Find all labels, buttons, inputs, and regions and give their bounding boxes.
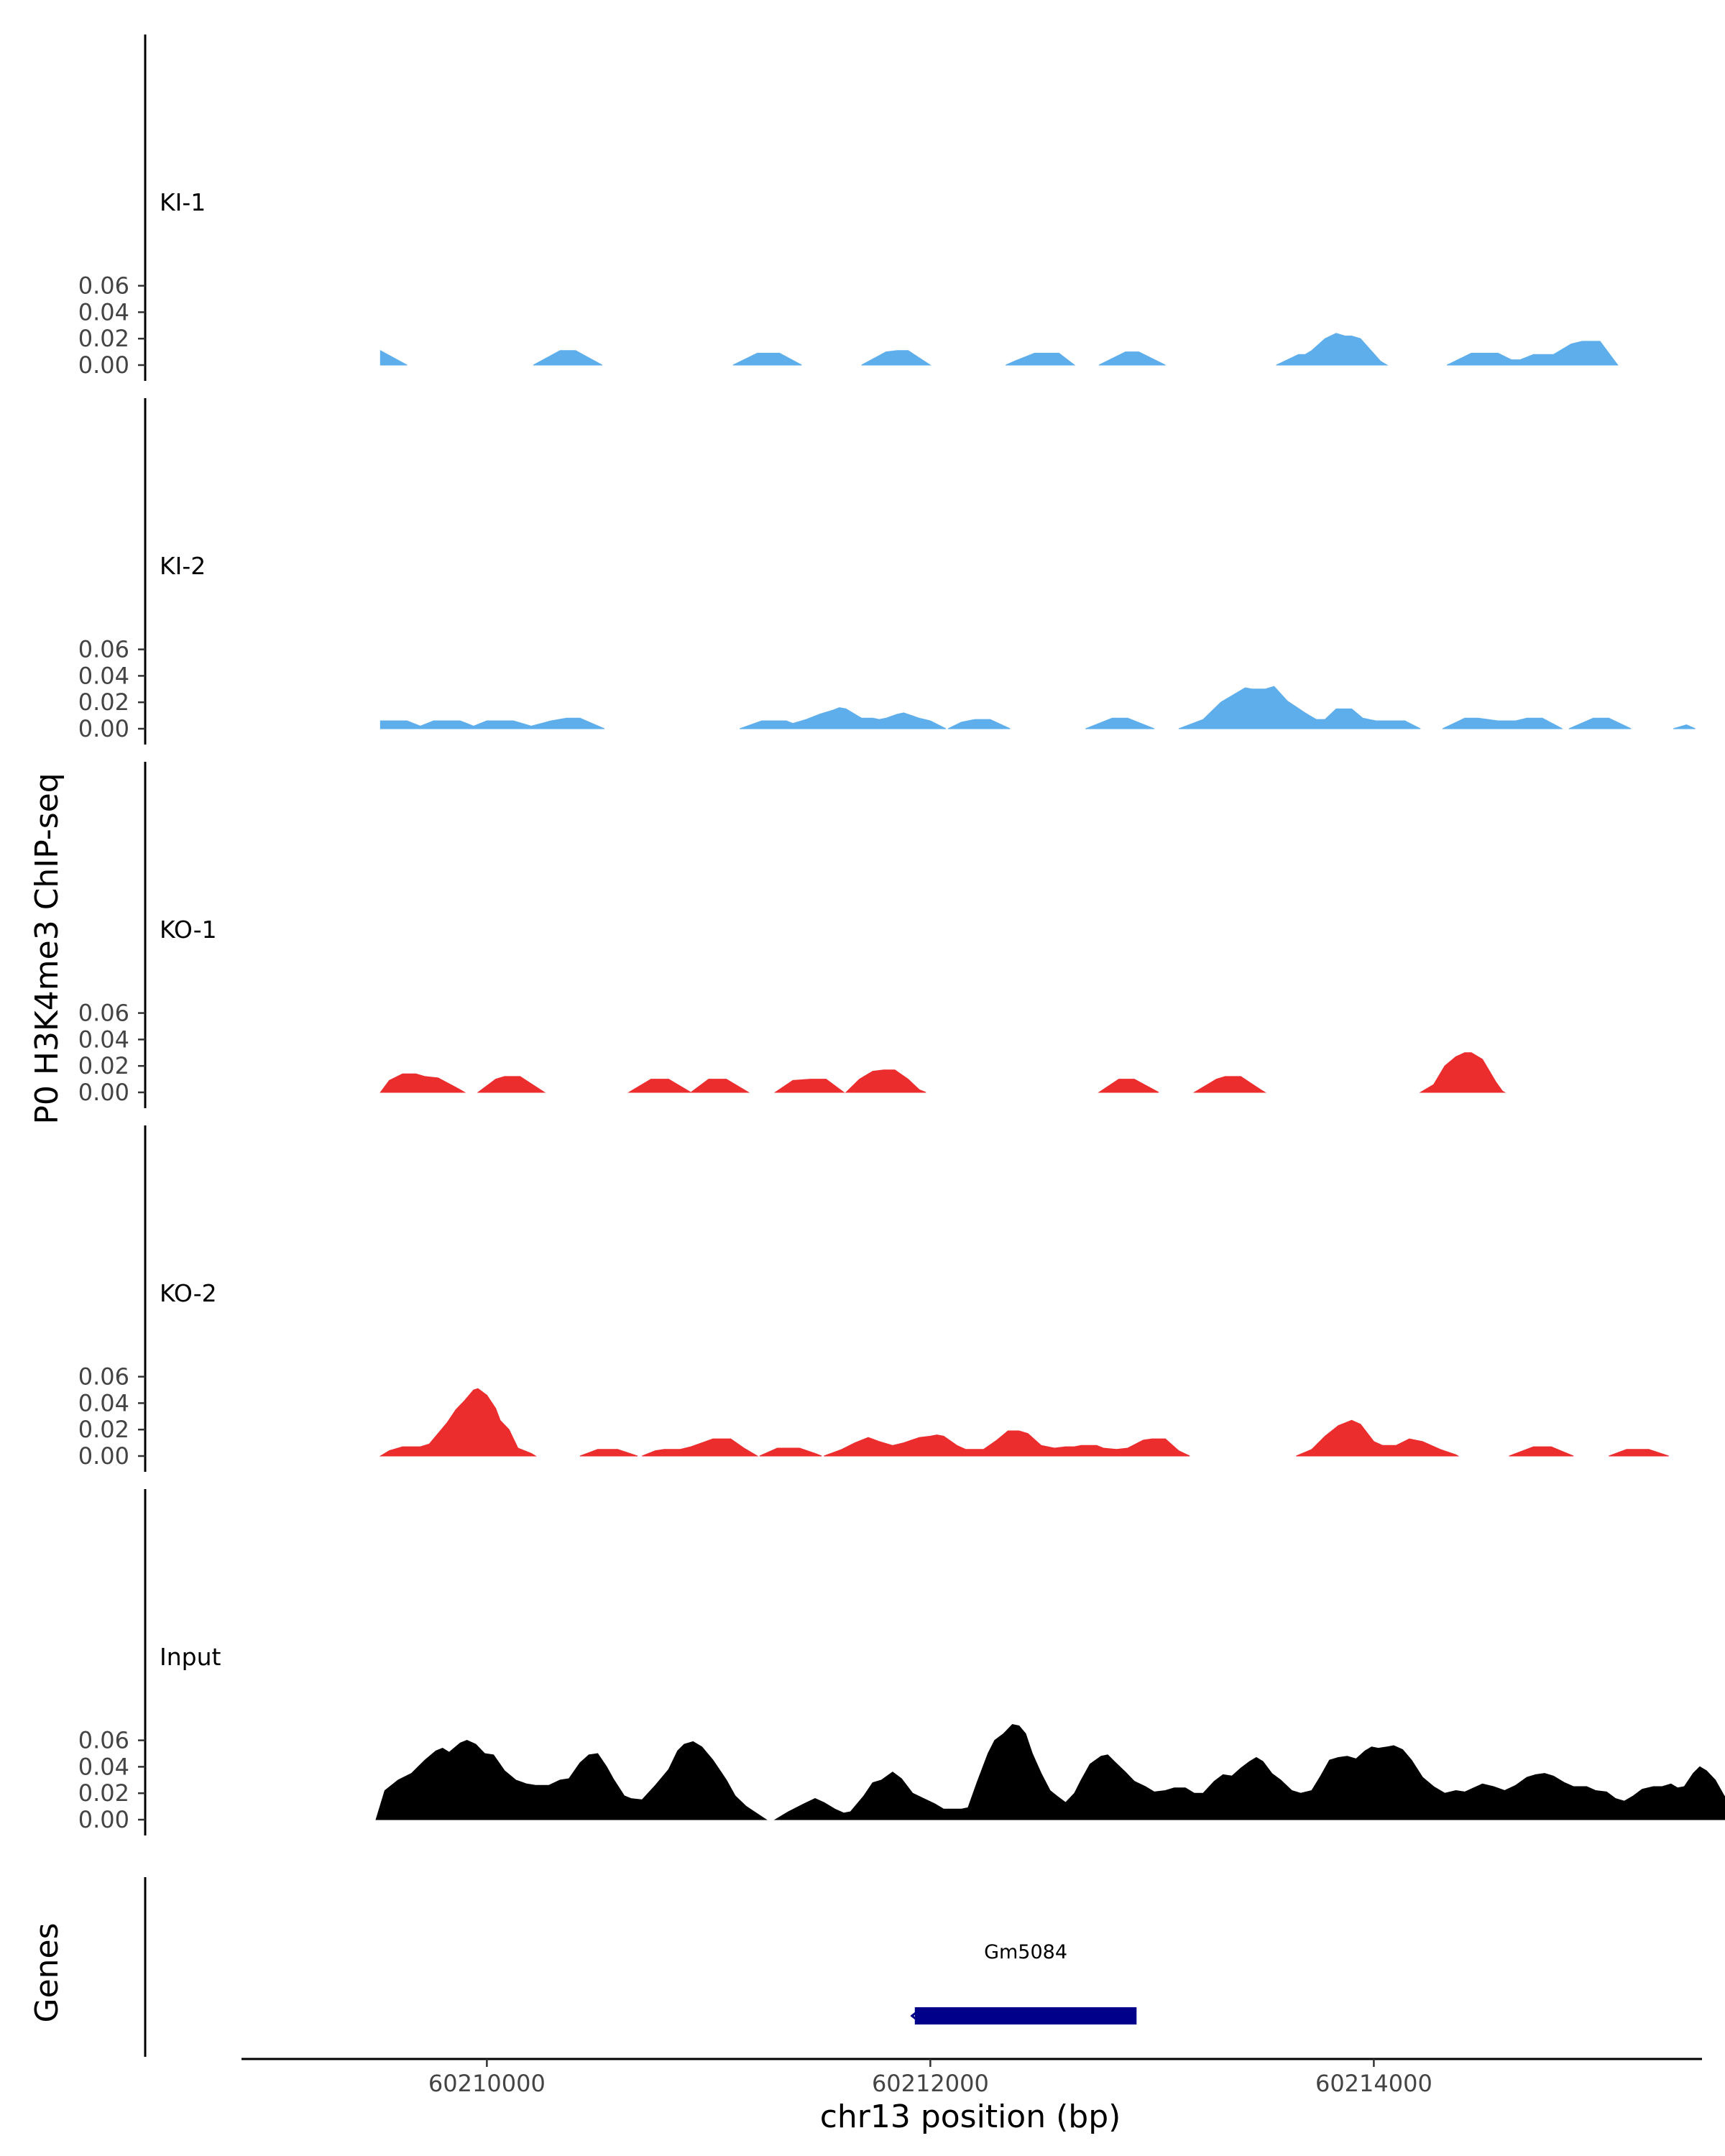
- signal-area: [533, 350, 603, 366]
- y-tick-label: 0.02: [78, 688, 129, 716]
- track-label: Input: [160, 1643, 221, 1671]
- signal-area: [732, 352, 802, 366]
- x-tick-label: 60212000: [872, 2070, 989, 2097]
- signal-area: [689, 1079, 750, 1093]
- y-axis-title: P0 H3K4me3 ChIP-seq: [29, 773, 65, 1124]
- signal-area: [759, 1447, 822, 1457]
- signal-area: [773, 1079, 845, 1093]
- y-tick-label: 0.04: [78, 1389, 129, 1416]
- track-panel-ki-1: 0.000.020.040.06 KI-1: [78, 34, 1619, 381]
- signal-area: [1419, 1052, 1506, 1093]
- x-tick-label: 60214000: [1315, 2070, 1432, 2097]
- track-label: KO-2: [160, 1279, 217, 1307]
- signal-area: [1446, 341, 1619, 366]
- signal-area: [642, 1438, 759, 1457]
- signal-area: [579, 1449, 638, 1457]
- signal-area: [773, 1723, 1725, 1820]
- signal-area: [1296, 1419, 1460, 1457]
- y-tick-label: 0.00: [78, 1806, 129, 1833]
- signal-area: [1006, 352, 1076, 366]
- signal-area: [947, 719, 1011, 729]
- track-label: KI-1: [160, 188, 206, 216]
- y-tick-label: 0.02: [78, 1416, 129, 1443]
- y-tick-label: 0.00: [78, 1442, 129, 1470]
- tracks-layer: 0.000.020.040.06KI-10.000.020.040.06KI-2…: [78, 34, 1725, 1835]
- track-label: KI-2: [160, 552, 206, 580]
- x-axis-title: chr13 position (bp): [820, 2099, 1121, 2135]
- track-panel-ko-1: 0.000.020.040.06 KO-1: [78, 762, 1506, 1108]
- signal-area: [380, 349, 408, 366]
- signal-area: [1568, 717, 1632, 729]
- y-tick-label: 0.04: [78, 298, 129, 326]
- y-tick-label: 0.04: [78, 1026, 129, 1053]
- signal-area: [380, 717, 605, 729]
- signal-area: [824, 1430, 1190, 1457]
- y-tick-label: 0.06: [78, 636, 129, 663]
- y-tick-label: 0.00: [78, 351, 129, 379]
- signal-area: [1509, 1446, 1574, 1457]
- signal-area: [845, 1069, 926, 1093]
- gene-label: Gm5084: [984, 1941, 1067, 1963]
- y-tick-label: 0.06: [78, 272, 129, 300]
- signal-area: [1085, 717, 1155, 729]
- signal-area: [739, 707, 947, 729]
- genes-axis-title: Genes: [29, 1922, 65, 2022]
- signal-area: [1673, 724, 1696, 729]
- y-tick-label: 0.00: [78, 1079, 129, 1106]
- signal-area: [380, 1073, 466, 1093]
- signal-area: [379, 1388, 537, 1457]
- genes-layer: Gm5084: [144, 1877, 1137, 2057]
- gene-strand-arrow: [910, 2009, 920, 2023]
- track-panel-ki-2: 0.000.020.040.06 KI-2: [78, 398, 1696, 745]
- y-tick-label: 0.00: [78, 715, 129, 742]
- signal-area: [1276, 333, 1389, 366]
- track-panel-input: 0.000.020.040.06 Input: [78, 1489, 1725, 1835]
- signal-area: [1442, 717, 1563, 729]
- signal-area: [477, 1076, 546, 1093]
- y-tick-label: 0.06: [78, 1000, 129, 1027]
- y-tick-label: 0.02: [78, 325, 129, 352]
- y-tick-label: 0.02: [78, 1052, 129, 1079]
- signal-area: [627, 1079, 693, 1093]
- signal-area: [1609, 1449, 1669, 1457]
- track-label: KO-1: [160, 916, 217, 944]
- y-tick-label: 0.06: [78, 1363, 129, 1391]
- y-tick-label: 0.02: [78, 1779, 129, 1807]
- signal-area: [861, 350, 932, 366]
- signal-area: [375, 1740, 768, 1820]
- x-tick-label: 60210000: [428, 2070, 546, 2097]
- y-tick-label: 0.04: [78, 1753, 129, 1780]
- signal-area: [1192, 1076, 1266, 1093]
- track-panel-ko-2: 0.000.020.040.06 KO-2: [78, 1125, 1669, 1472]
- gene-body: [914, 2007, 1137, 2024]
- y-tick-label: 0.06: [78, 1727, 129, 1754]
- y-tick-label: 0.04: [78, 662, 129, 689]
- signal-area: [1098, 1079, 1159, 1093]
- signal-area: [1178, 686, 1421, 729]
- x-axis: 60210000 60212000 60214000: [242, 2058, 1702, 2097]
- signal-area: [1098, 351, 1166, 366]
